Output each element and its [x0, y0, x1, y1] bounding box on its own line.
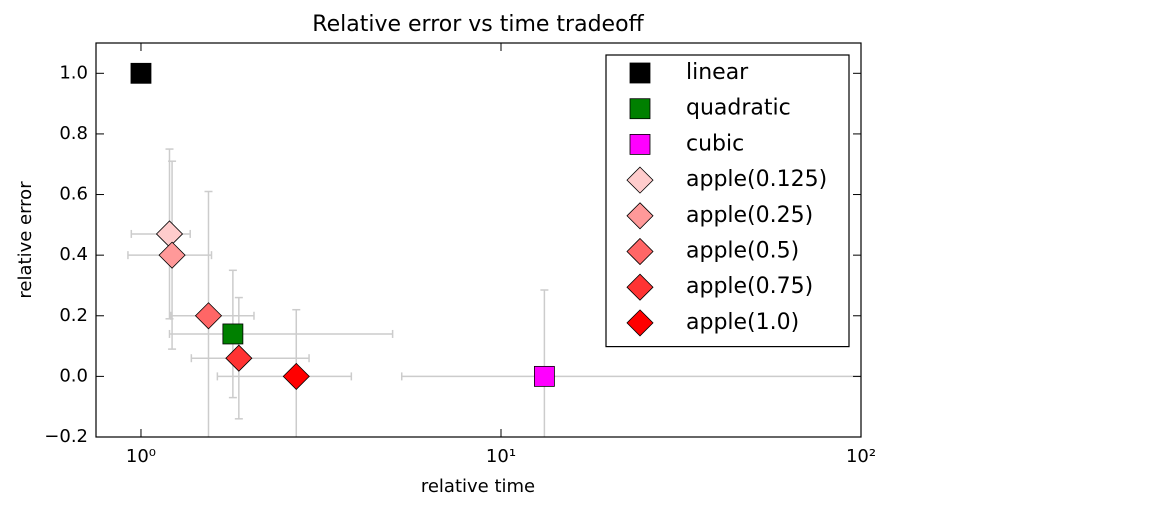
plot-frame [95, 42, 862, 438]
legend-swatch [626, 237, 654, 266]
legend-label: apple(1.0) [686, 310, 799, 335]
legend-swatch [629, 133, 651, 155]
x-tick-label: 10¹ [486, 446, 516, 467]
y-tick-label: 0.2 [59, 305, 88, 326]
square-marker [533, 365, 555, 387]
x-tick-label: 10² [846, 446, 876, 467]
legend-swatch [629, 62, 651, 84]
legend-label: apple(0.125) [686, 167, 827, 192]
y-tick-label: 1.0 [59, 62, 88, 83]
legend-swatch [626, 202, 654, 230]
x-tick-label: 10⁰ [126, 446, 156, 467]
legend-swatch [626, 273, 654, 301]
y-tick-label: 0.6 [59, 184, 88, 205]
legend: linear quadratic cubic apple(0.125) apple(0.… [605, 54, 850, 348]
axes: −0.2 0.0 0.2 0.4 0.6 0.8 1.0 10⁰ 10¹ 10² [44, 43, 876, 467]
legend-swatch [629, 98, 651, 120]
legend-label: apple(0.75) [686, 274, 813, 299]
square-marker [222, 323, 244, 345]
legend-label: linear [686, 60, 749, 85]
chart-title: Relative error vs time tradeoff [312, 12, 644, 37]
diamond-marker [282, 362, 310, 390]
diamond-marker [194, 302, 223, 330]
x-axis-label: relative time [421, 476, 535, 497]
diamond-marker [158, 241, 186, 269]
diamond-marker [225, 344, 253, 372]
y-tick-label: 0.4 [59, 244, 88, 265]
legend-label: quadratic [686, 96, 791, 121]
y-tick-label: −0.2 [44, 426, 88, 447]
legend-label: apple(0.5) [686, 239, 799, 264]
legend-swatch [626, 166, 654, 194]
y-tick-label: 0.8 [59, 123, 88, 144]
y-axis-label: relative error [15, 181, 36, 299]
square-marker [130, 62, 152, 84]
legend-label: apple(0.25) [686, 203, 813, 228]
y-tick-label: 0.0 [59, 365, 88, 386]
legend-swatch [626, 309, 654, 337]
legend-label: cubic [686, 131, 744, 156]
